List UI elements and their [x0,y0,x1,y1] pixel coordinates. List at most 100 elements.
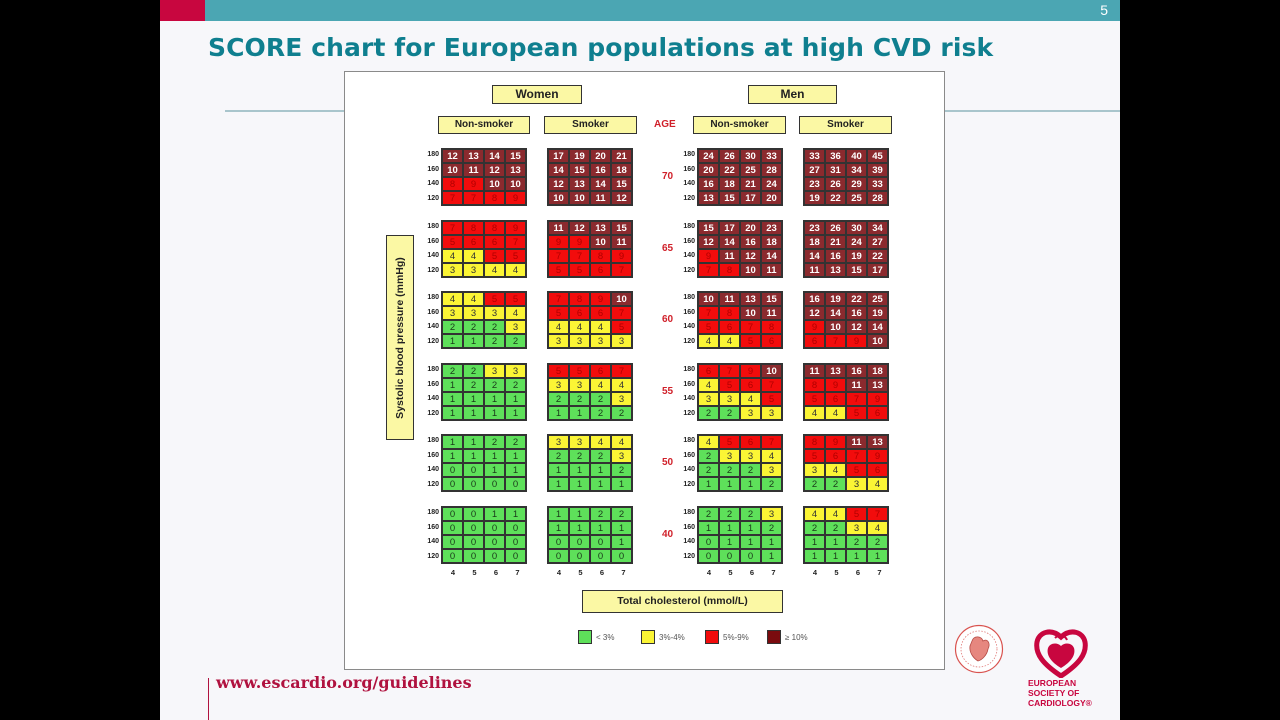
sbp-tick-label: 160 [683,237,695,245]
risk-cell: 5 [548,364,569,378]
risk-cell: 10 [698,292,719,306]
risk-cell: 1 [505,507,526,521]
risk-cell: 4 [463,292,484,306]
risk-cell: 9 [867,392,888,406]
risk-cell: 7 [442,221,463,235]
risk-cell: 3 [442,306,463,320]
risk-cell: 3 [846,521,867,535]
risk-cell: 9 [825,378,846,392]
risk-cell: 1 [548,507,569,521]
risk-cell: 4 [611,378,632,392]
risk-cell: 6 [569,306,590,320]
age-label: 50 [662,457,674,468]
risk-grid-men-non-smoker-age-55: 6 7 9 10 4 5 6 7 3 3 4 5 2 2 3 3 [697,363,783,421]
risk-cell: 4 [484,263,505,277]
risk-cell: 8 [761,320,782,334]
risk-cell: 9 [740,364,761,378]
risk-cell: 10 [825,320,846,334]
risk-cell: 5 [846,406,867,420]
risk-cell: 10 [569,191,590,205]
risk-cell: 10 [867,334,888,348]
risk-cell: 2 [505,378,526,392]
age-label: 65 [662,243,674,254]
risk-cell: 9 [590,292,611,306]
sbp-tick-label: 140 [683,252,695,259]
risk-cell: 4 [698,378,719,392]
risk-cell: 5 [442,235,463,249]
risk-cell: 1 [463,435,484,449]
sbp-tick-label: 180 [427,437,439,444]
risk-cell: 34 [846,163,867,177]
risk-cell: 3 [590,334,611,348]
risk-cell: 2 [761,521,782,535]
risk-cell: 7 [825,334,846,348]
risk-cell: 18 [611,163,632,177]
risk-cell: 8 [569,292,590,306]
risk-cell: 6 [804,334,825,348]
cholesterol-tick-label: 6 [599,568,605,577]
risk-cell: 12 [804,306,825,320]
risk-cell: 7 [740,320,761,334]
risk-cell: 6 [867,463,888,477]
risk-cell: 9 [505,191,526,205]
risk-cell: 17 [740,191,761,205]
risk-cell: 3 [804,463,825,477]
risk-cell: 4 [867,477,888,491]
risk-cell: 9 [867,449,888,463]
risk-cell: 0 [569,549,590,563]
risk-cell: 1 [548,477,569,491]
risk-cell: 16 [846,364,867,378]
footer-url-link[interactable]: www.escardio.org/guidelines [216,673,472,692]
risk-cell: 2 [698,463,719,477]
risk-cell: 29 [846,177,867,191]
risk-cell: 1 [698,477,719,491]
risk-cell: 14 [804,249,825,263]
risk-cell: 14 [590,177,611,191]
women-label: Women [492,85,582,104]
sbp-tick-label: 160 [683,451,695,459]
sbp-tick-label: 140 [427,466,439,473]
risk-cell: 1 [569,521,590,535]
risk-cell: 11 [761,306,782,320]
risk-cell: 12 [569,221,590,235]
risk-cell: 5 [740,334,761,348]
risk-cell: 16 [740,235,761,249]
risk-cell: 12 [846,320,867,334]
risk-cell: 28 [867,191,888,205]
risk-cell: 1 [804,549,825,563]
risk-cell: 7 [569,249,590,263]
cholesterol-tick-label: 6 [493,568,499,577]
risk-cell: 8 [484,221,505,235]
risk-cell: 5 [698,320,719,334]
risk-cell: 0 [740,549,761,563]
risk-cell: 8 [484,191,505,205]
risk-cell: 2 [590,406,611,420]
risk-cell: 19 [867,306,888,320]
risk-cell: 2 [761,477,782,491]
risk-cell: 1 [463,449,484,463]
sbp-tick-label: 160 [427,308,439,316]
risk-cell: 3 [463,306,484,320]
risk-cell: 7 [761,378,782,392]
risk-cell: 13 [825,364,846,378]
risk-cell: 14 [484,149,505,163]
legend-label-green: < 3% [596,633,615,642]
risk-cell: 4 [804,406,825,420]
risk-cell: 5 [484,249,505,263]
risk-cell: 0 [463,477,484,491]
risk-cell: 1 [590,521,611,535]
cholesterol-tick-label: 4 [706,568,712,577]
risk-cell: 0 [442,535,463,549]
risk-cell: 9 [846,334,867,348]
risk-cell: 20 [590,149,611,163]
risk-cell: 4 [825,463,846,477]
risk-cell: 0 [463,507,484,521]
risk-cell: 6 [761,334,782,348]
risk-cell: 2 [484,435,505,449]
risk-cell: 0 [442,463,463,477]
risk-cell: 4 [761,449,782,463]
risk-cell: 5 [804,449,825,463]
risk-cell: 28 [761,163,782,177]
risk-cell: 3 [569,378,590,392]
risk-cell: 2 [442,320,463,334]
